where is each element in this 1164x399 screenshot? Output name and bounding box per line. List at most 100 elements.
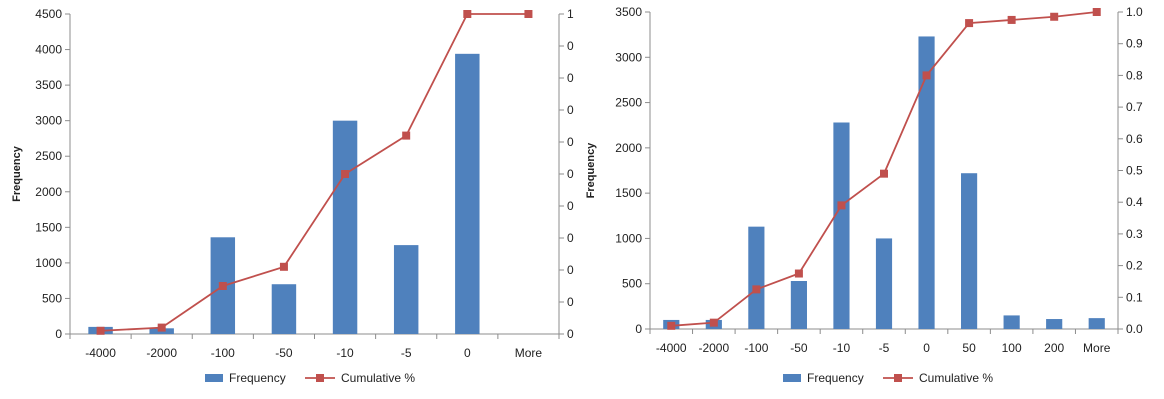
x-tick-label: -10 — [336, 346, 354, 360]
x-tick-label: -5 — [879, 341, 890, 355]
frequency-bar — [393, 245, 419, 334]
frequency-bar — [455, 53, 480, 334]
y-tick-label: 1500 — [615, 186, 642, 200]
x-tick-label: -5 — [401, 346, 412, 360]
cumulative-point — [402, 131, 411, 140]
y-tick-label: 2000 — [615, 141, 642, 155]
chart-1: 0500100015002000250030003500400045000000… — [11, 7, 574, 385]
x-tick-label: -4000 — [85, 346, 116, 360]
y2-tick-label: 0.7 — [1126, 100, 1143, 114]
legend-frequency-swatch — [205, 374, 223, 382]
y-tick-label: 500 — [622, 277, 642, 291]
y-tick-label: 1500 — [35, 220, 62, 234]
legend-frequency-label: Frequency — [807, 371, 864, 385]
frequency-bar — [1088, 318, 1105, 329]
y2-tick-label: 0 — [567, 39, 574, 53]
cumulative-point — [965, 19, 974, 28]
cumulative-point — [794, 269, 803, 278]
x-tick-label: More — [515, 346, 543, 360]
y2-tick-label: 0.6 — [1126, 132, 1143, 146]
x-tick-label: -4000 — [656, 341, 687, 355]
cumulative-point — [524, 10, 533, 18]
x-tick-label: -100 — [744, 341, 768, 355]
x-tick-label: 0 — [923, 341, 930, 355]
frequency-bar — [875, 238, 893, 329]
y2-tick-label: 0 — [567, 71, 574, 85]
legend: Frequency Cumulative % — [783, 371, 993, 385]
cumulative-point — [1050, 12, 1059, 21]
y-tick-label: 1000 — [615, 231, 642, 245]
cumulative-point — [157, 323, 166, 332]
y-tick-label: 0 — [55, 327, 62, 341]
cumulative-line — [100, 13, 529, 332]
y2-tick-label: 0 — [567, 199, 574, 213]
legend-frequency-label: Frequency — [229, 371, 286, 385]
y2-tick-label: 0.8 — [1126, 68, 1143, 82]
y2-tick-label: 0.1 — [1126, 290, 1143, 304]
legend-cumulative-label: Cumulative % — [341, 371, 415, 385]
x-tick-label: -100 — [211, 346, 235, 360]
y-tick-label: 3500 — [615, 5, 642, 19]
y-axis-title: Frequency — [11, 145, 23, 202]
legend-cumulative-marker — [316, 374, 324, 382]
y2-tick-label: 0.4 — [1126, 195, 1143, 209]
y-tick-label: 500 — [42, 291, 62, 305]
x-tick-label: 100 — [1002, 341, 1022, 355]
y2-tick-label: 0 — [567, 103, 574, 117]
x-tick-label: More — [1083, 341, 1111, 355]
cumulative-point — [837, 201, 846, 210]
frequency-bar — [1046, 319, 1063, 329]
legend: Frequency Cumulative % — [205, 371, 415, 385]
y2-tick-label: 0 — [567, 327, 574, 341]
y2-tick-label: 0.2 — [1126, 259, 1143, 273]
cumulative-point — [1007, 15, 1016, 24]
cumulative-point — [667, 321, 676, 330]
y-tick-label: 3500 — [35, 78, 62, 92]
y2-tick-label: 0.9 — [1126, 37, 1143, 51]
y-tick-label: 4500 — [35, 7, 62, 21]
y2-tick-label: 0.5 — [1126, 164, 1143, 178]
cumulative-point — [1092, 8, 1101, 16]
y-tick-label: 2500 — [35, 149, 62, 163]
frequency-bar — [748, 226, 765, 329]
legend-frequency-swatch — [783, 374, 801, 382]
cumulative-point — [463, 10, 472, 18]
x-tick-label: -2000 — [146, 346, 177, 360]
y-axis-title: Frequency — [585, 142, 597, 199]
chart-2: 05001000150020002500300035000.00.10.20.3… — [585, 5, 1143, 385]
frequency-bar — [271, 284, 297, 334]
y2-tick-label: 0.3 — [1126, 227, 1143, 241]
y2-tick-label: 0 — [567, 231, 574, 245]
y-tick-label: 4000 — [35, 43, 62, 57]
y-tick-label: 1000 — [35, 256, 62, 270]
cumulative-point — [709, 318, 718, 327]
y2-tick-label: 1 — [567, 7, 574, 21]
x-tick-label: -50 — [275, 346, 293, 360]
y2-tick-label: 0 — [567, 295, 574, 309]
y2-tick-label: 0.0 — [1126, 322, 1143, 336]
x-tick-label: 200 — [1044, 341, 1064, 355]
x-tick-label: -2000 — [698, 341, 729, 355]
frequency-bar — [918, 36, 935, 329]
y2-tick-label: 0 — [567, 135, 574, 149]
cumulative-point — [880, 169, 888, 178]
legend-cumulative-label: Cumulative % — [919, 371, 993, 385]
x-tick-label: 50 — [962, 341, 976, 355]
y2-tick-label: 0 — [567, 263, 574, 277]
y-tick-label: 3000 — [615, 50, 642, 64]
x-tick-label: -10 — [833, 341, 851, 355]
y2-tick-label: 0 — [567, 167, 574, 181]
cumulative-point — [279, 262, 288, 271]
y-tick-label: 0 — [635, 322, 642, 336]
frequency-bar — [790, 280, 807, 329]
cumulative-point — [96, 326, 105, 335]
cumulative-point — [218, 282, 227, 290]
x-tick-label: -50 — [790, 341, 808, 355]
frequency-bar — [961, 173, 978, 329]
y-tick-label: 3000 — [35, 114, 62, 128]
x-tick-label: 0 — [464, 346, 471, 360]
y2-tick-label: 1.0 — [1126, 5, 1143, 19]
cumulative-point — [341, 170, 350, 178]
